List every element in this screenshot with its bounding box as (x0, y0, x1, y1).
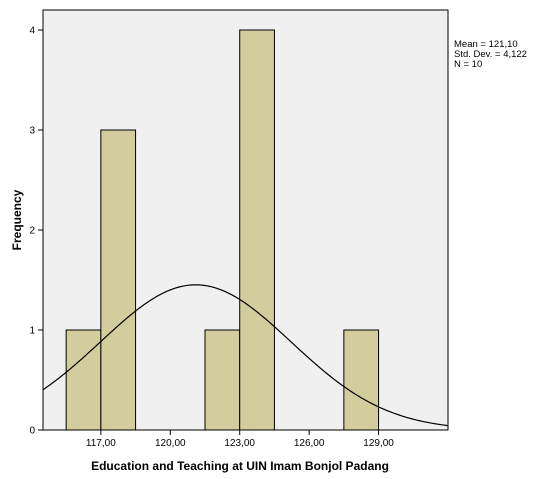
x-axis-title: Education and Teaching at UIN Imam Bonjo… (91, 459, 389, 473)
histogram-bar-4 (343, 329, 380, 431)
normal-curve (42, 284, 449, 427)
y-axis-title: Frequency (10, 189, 24, 250)
y-tick-label-4: 4 (29, 26, 35, 37)
x-tick-label-3: 126,00 (294, 438, 325, 449)
histogram-bar-1 (100, 129, 137, 431)
y-tick-label-1: 1 (29, 326, 35, 337)
y-tick-label-2: 2 (29, 226, 35, 237)
histogram-bar-3 (239, 29, 275, 431)
x-tick-label-1: 120,00 (155, 438, 186, 449)
stat-n: N = 10 (454, 59, 482, 70)
stat-mean: Mean = 121,10 (454, 39, 518, 50)
y-tick-label-0: 0 (29, 426, 35, 437)
histogram-bars (65, 29, 380, 431)
x-axis: 117,00 120,00 123,00 126,00 129,00 (86, 430, 394, 449)
stat-std-dev: Std. Dev. = 4,122 (454, 49, 527, 60)
x-tick-label-0: 117,00 (86, 438, 116, 449)
x-tick-label-2: 123,00 (224, 438, 255, 449)
histogram-bar-2 (204, 329, 241, 431)
stats-box: Mean = 121,10 Std. Dev. = 4,122 N = 10 (454, 39, 527, 70)
histogram-bar-0 (65, 329, 102, 431)
y-axis: 0 1 2 3 4 (29, 26, 43, 437)
x-tick-label-4: 129,00 (363, 438, 394, 449)
y-tick-label-3: 3 (29, 126, 35, 137)
